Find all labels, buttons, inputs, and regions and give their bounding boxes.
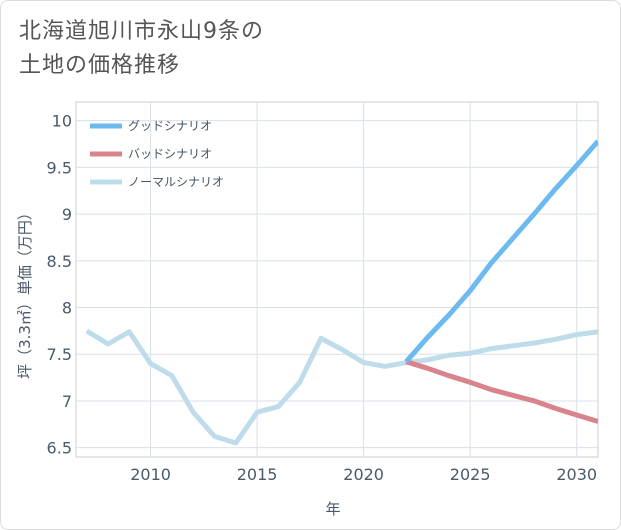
y-tick-labels: 6.5 7 7.5 8 8.5 9 9.5 10 <box>47 112 72 458</box>
y-tick-label: 7 <box>62 392 72 411</box>
legend-label: ノーマルシナリオ <box>128 175 224 189</box>
y-tick-label: 9 <box>62 205 72 224</box>
x-tick-label: 2010 <box>130 465 171 484</box>
legend-label: バッドシナリオ <box>128 147 212 161</box>
y-tick-label: 6.5 <box>47 439 72 458</box>
series-line-2 <box>85 328 598 446</box>
legend-label: グッドシナリオ <box>128 119 212 133</box>
y-tick-label: 8.5 <box>47 252 72 271</box>
series-line-0 <box>404 139 598 364</box>
x-tick-label: 2025 <box>450 465 491 484</box>
y-tick-label: 9.5 <box>47 158 72 177</box>
chart-title-line-1: 北海道旭川市永山9条の <box>19 19 264 44</box>
x-axis-label: 年 <box>325 500 340 518</box>
grid-lines <box>76 102 598 457</box>
y-tick-label: 8 <box>62 299 72 318</box>
x-tick-label: 2015 <box>237 465 278 484</box>
y-tick-label: 7.5 <box>47 345 72 364</box>
series-line-1 <box>405 359 598 424</box>
plot-area <box>75 101 599 458</box>
chart-title: 北海道旭川市永山9条の 土地の価格推移 <box>19 15 264 83</box>
x-tick-label: 2030 <box>556 465 597 484</box>
chart-title-line-2: 土地の価格推移 <box>19 53 181 78</box>
x-tick-labels: 2010 2015 2020 2025 2030 <box>130 465 597 484</box>
series-lines <box>85 139 598 446</box>
y-axis-label: 坪（3.3㎡）単価（万円） <box>16 205 34 379</box>
x-tick-label: 2020 <box>343 465 384 484</box>
y-tick-label: 10 <box>52 112 72 131</box>
